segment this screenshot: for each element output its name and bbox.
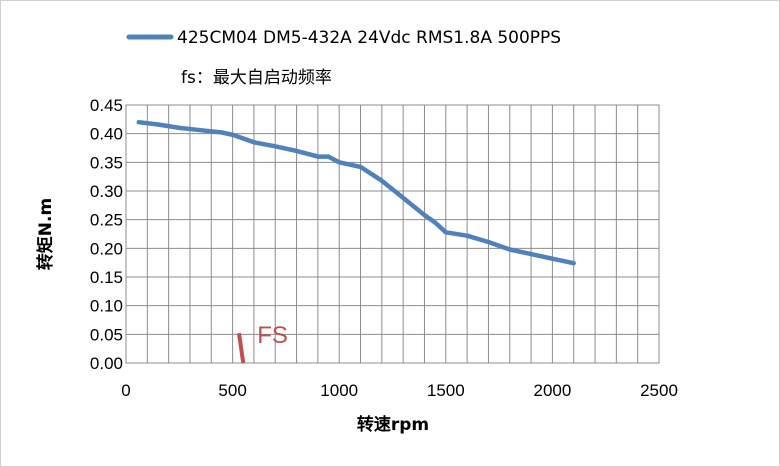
x-tick-label: 1500 (427, 381, 465, 400)
series-line (136, 119, 576, 266)
plot-border (125, 104, 660, 364)
y-tick-label: 0.35 (90, 153, 123, 172)
x-tick-label: 500 (218, 381, 246, 400)
y-axis: 0.00 0.05 0.10 0.15 0.20 0.25 0.30 0.35 0.40 0.45 (90, 96, 123, 373)
y-axis-title: 转矩N.m (35, 198, 56, 270)
y-tick-label: 0.40 (90, 125, 123, 144)
fs-marker-label: FS (257, 322, 288, 349)
legend-note: fs：最大自启动频率 (181, 68, 332, 88)
y-tick-label: 0.20 (90, 239, 123, 258)
y-tick-label: 0.10 (90, 297, 123, 316)
y-tick-label: 0.15 (90, 268, 123, 287)
y-tick-label: 0.00 (90, 354, 123, 373)
x-tick-label: 1000 (320, 381, 358, 400)
plot-area (125, 104, 660, 364)
fs-marker-line (237, 332, 246, 364)
y-tick-label: 0.30 (90, 182, 123, 201)
x-tick-label: 2000 (533, 381, 571, 400)
x-tick-label: 2500 (640, 381, 678, 400)
y-tick-label: 0.05 (90, 325, 123, 344)
grid (125, 104, 660, 364)
y-tick-label: 0.45 (90, 96, 123, 115)
annotation-group: FS (237, 322, 288, 364)
x-tick-label: 0 (121, 381, 130, 400)
x-axis: 0 500 1000 1500 2000 2500 (121, 381, 678, 400)
x-axis-title: 转速rpm (357, 414, 429, 435)
series-group (136, 119, 576, 266)
legend-series-name: 425CM04 DM5-432A 24Vdc RMS1.8A 500PPS (177, 28, 561, 48)
y-tick-label: 0.25 (90, 211, 123, 230)
